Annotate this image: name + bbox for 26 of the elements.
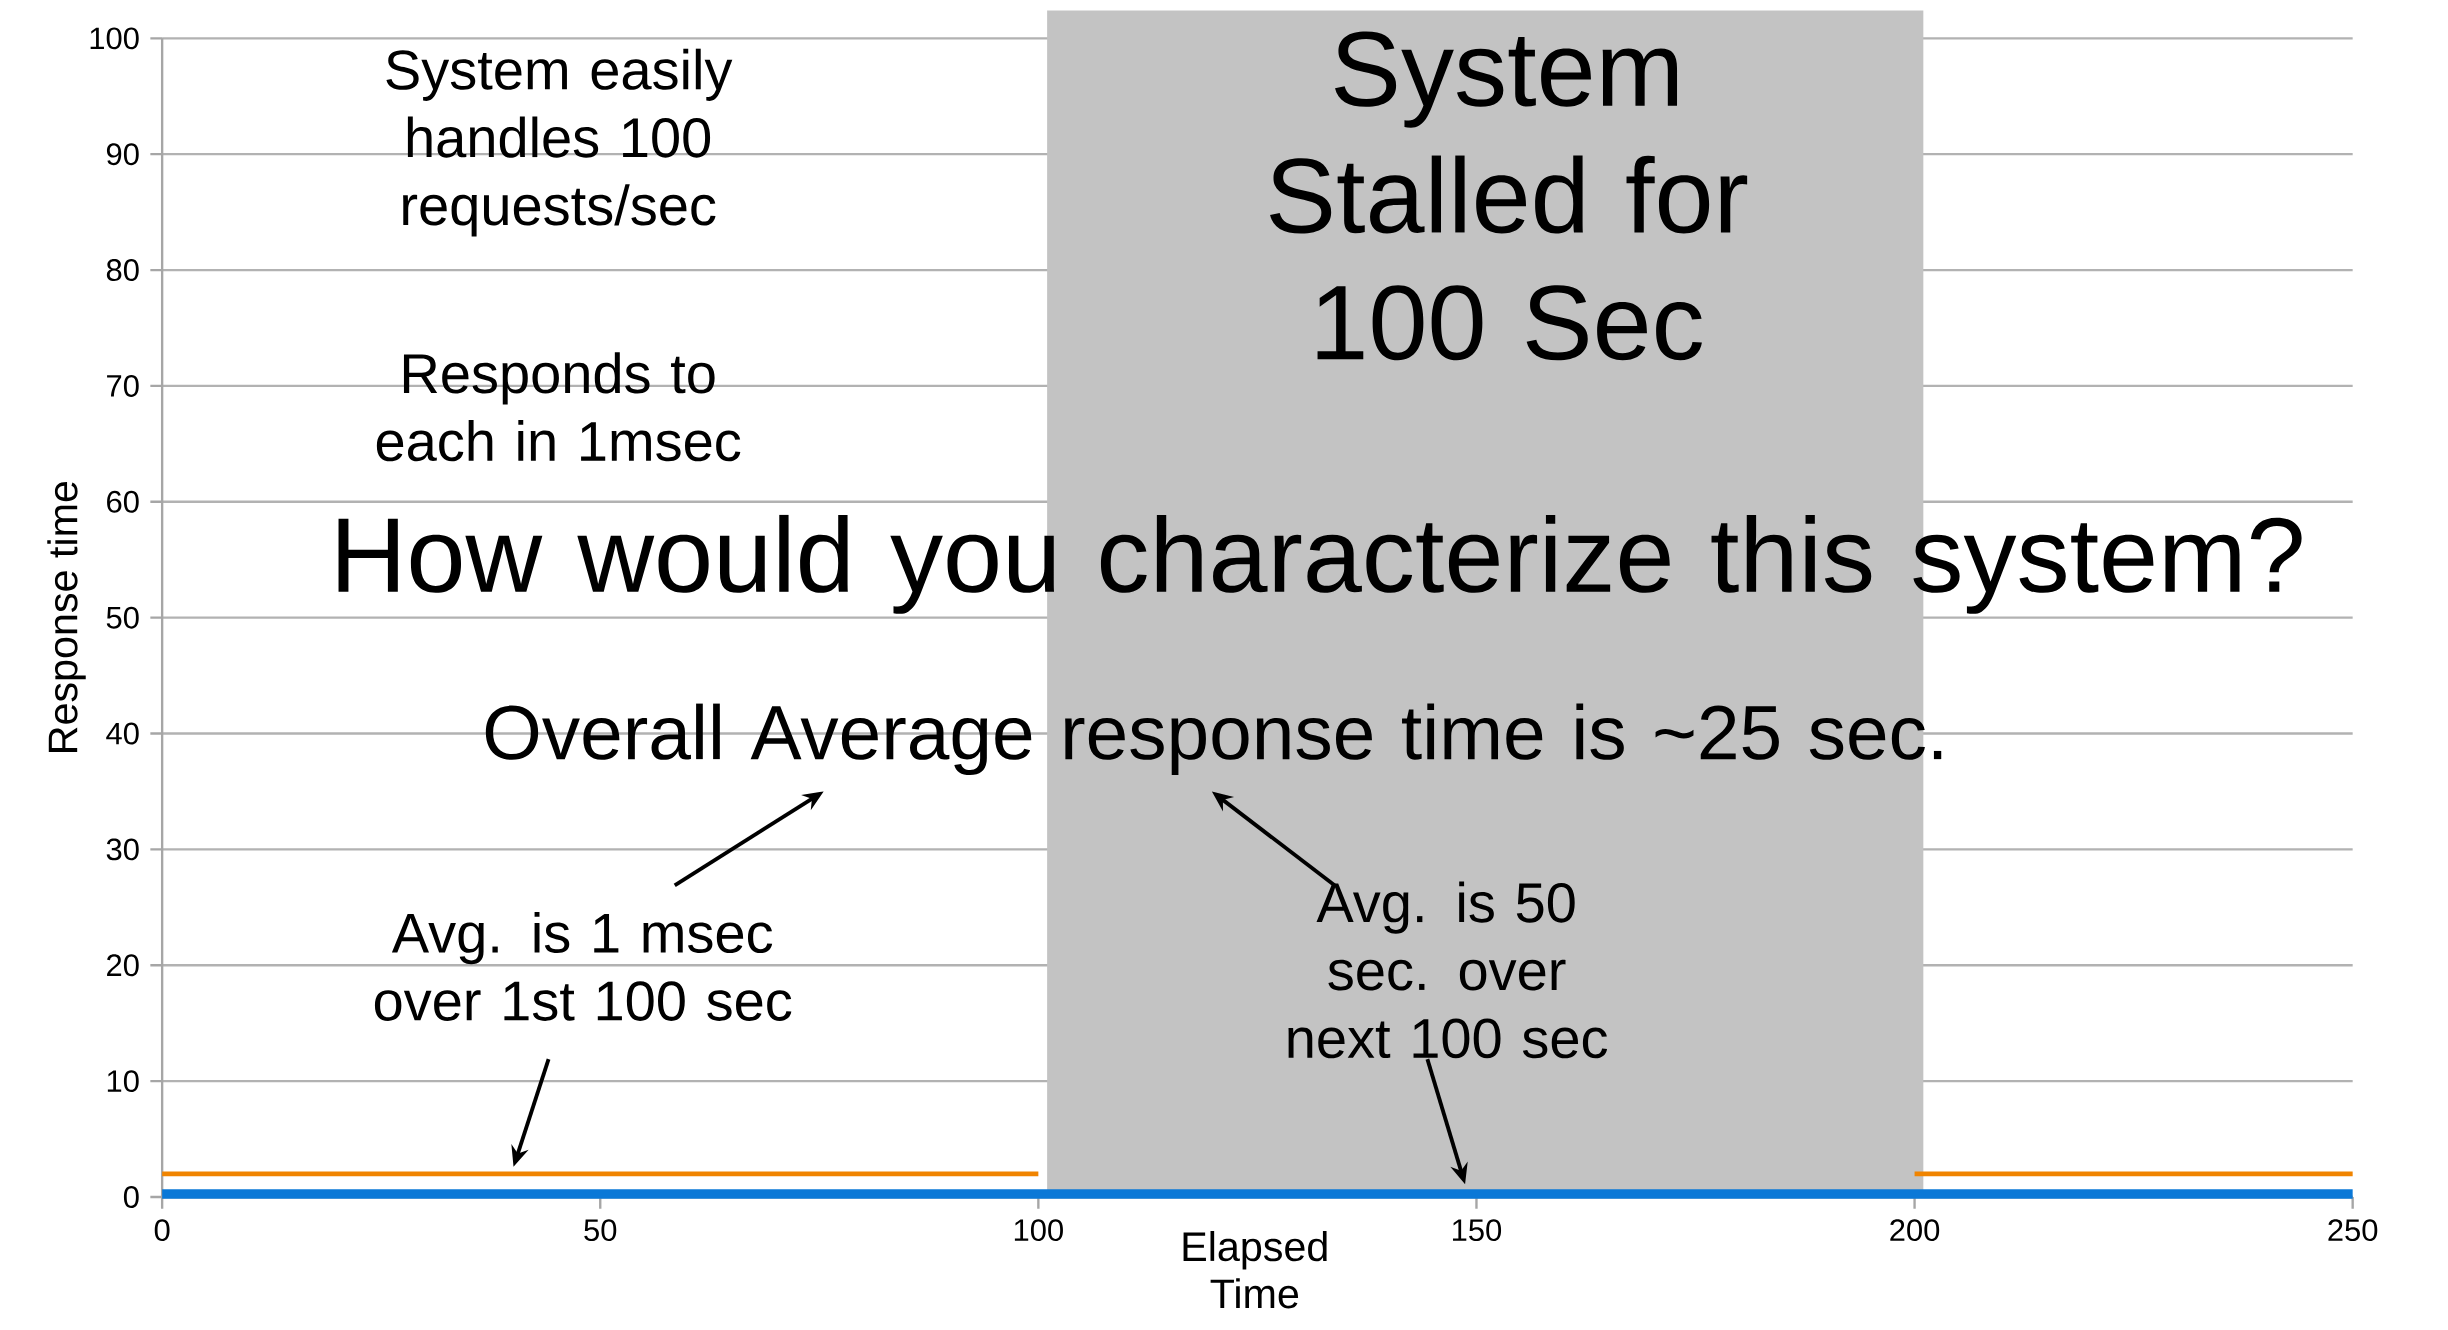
- annotation: System Stalled for 100 Sec: [1270, 31, 1748, 361]
- annotation: Avg. is 50 sec. over next 100 sec: [1288, 881, 1608, 1059]
- y-tick-label: 30: [106, 838, 139, 861]
- y-tick-label: 40: [106, 722, 139, 745]
- annotation: How would you characterize this system?: [338, 515, 2302, 614]
- y-tick-label: 20: [107, 954, 139, 977]
- annotation: System easily handles 100 requests/sec: [386, 48, 733, 237]
- y-tick-label: 60: [107, 491, 139, 513]
- x-tick-label: 150: [1453, 1219, 1502, 1242]
- y-tick-label: 70: [107, 375, 139, 398]
- y-tick-label: 100: [90, 27, 139, 50]
- x-tick-label: 250: [2328, 1219, 2378, 1242]
- annotation: Overall Average response time is ~25 sec.: [485, 703, 1942, 776]
- x-tick-label: 50: [584, 1219, 617, 1242]
- x-axis-title: Elapsed Time: [1183, 1231, 1327, 1309]
- x-tick-label: 200: [1890, 1219, 1940, 1242]
- annotation: Responds to each in 1msec: [376, 352, 741, 462]
- y-tick-label: 90: [106, 143, 139, 166]
- y-axis-title: Response time: [47, 482, 86, 753]
- y-tick-label: 10: [107, 1070, 139, 1093]
- y-tick-label: 0: [123, 1186, 139, 1209]
- x-tick-label: 0: [154, 1219, 170, 1242]
- annotation: Avg. is 1 msec over 1st 100 sec: [374, 912, 792, 1022]
- y-tick-label: 80: [106, 259, 139, 282]
- x-tick-label: 100: [1014, 1219, 1063, 1242]
- y-tick-label: 50: [106, 606, 139, 629]
